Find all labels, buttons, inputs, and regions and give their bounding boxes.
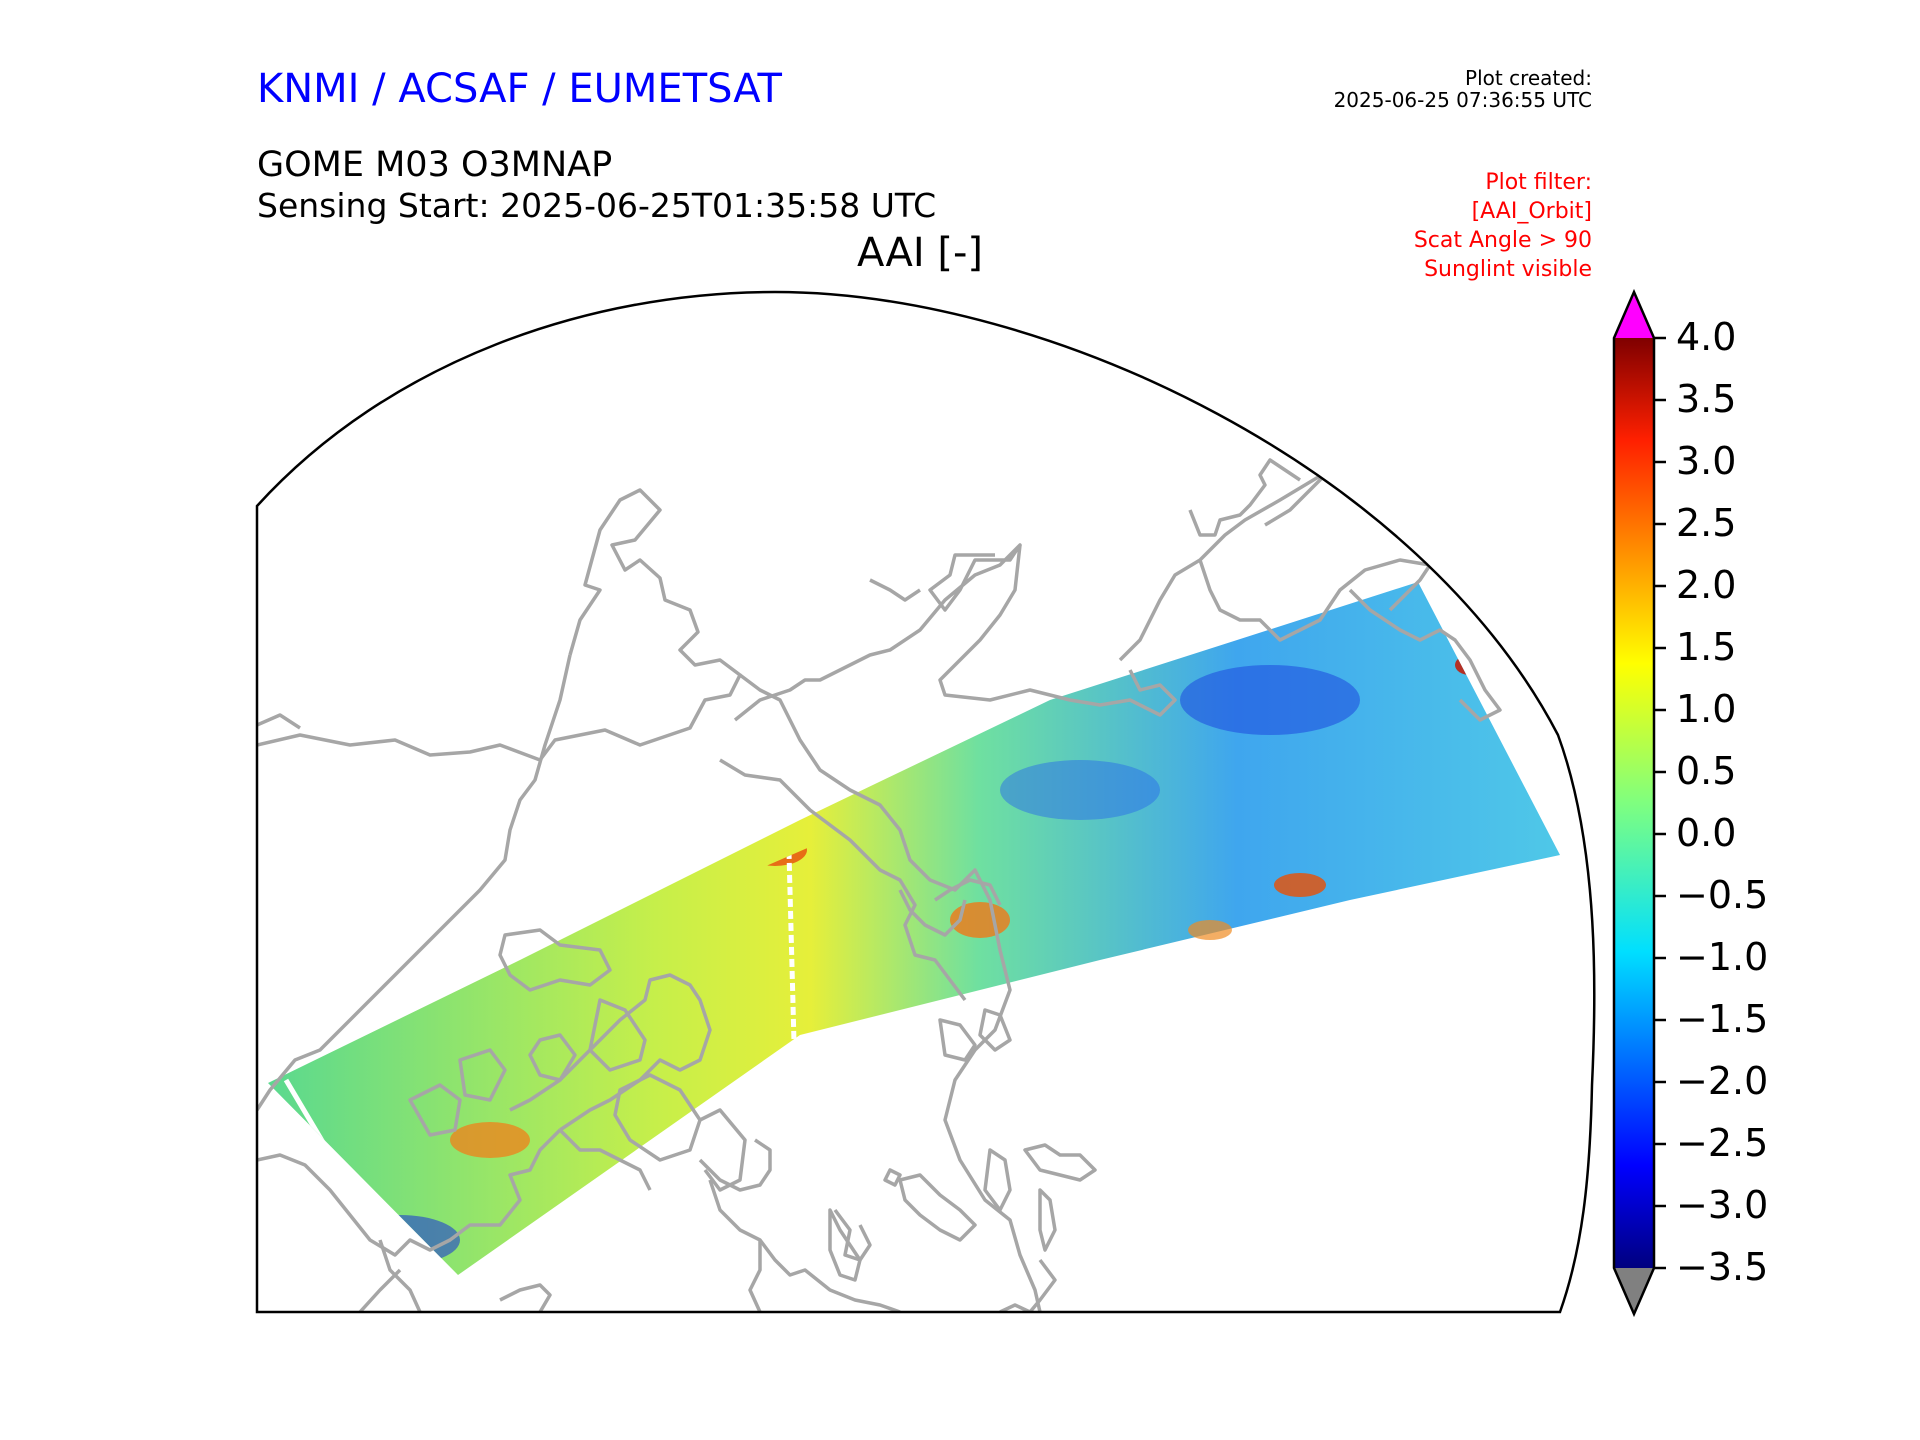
coastline xyxy=(698,1138,772,1192)
coastline xyxy=(498,928,612,992)
plot-filter: Plot filter: [AAI_Orbit] Scat Angle > 90… xyxy=(1290,168,1592,284)
aai-lowspot xyxy=(1180,665,1360,735)
colorbar-tick-label: 4.0 xyxy=(1676,315,1737,359)
filter-line: Plot filter: xyxy=(1485,170,1592,195)
coastline xyxy=(257,1128,562,1257)
aai-swath xyxy=(268,582,1560,1275)
aai-hotspot xyxy=(1274,873,1326,897)
colorbar-tick-label: 0.0 xyxy=(1676,811,1737,855)
coastline xyxy=(999,1303,1031,1312)
coastline xyxy=(828,1208,862,1282)
coastline xyxy=(1038,1188,1057,1252)
coastline xyxy=(978,1008,1012,1052)
colorbar-over-extension xyxy=(1614,292,1654,338)
filter-line: Sunglint visible xyxy=(1424,257,1592,282)
coastline xyxy=(257,488,742,762)
colorbar-tick-label: −2.0 xyxy=(1676,1059,1769,1103)
coastline xyxy=(898,889,967,937)
colorbar-under-extension xyxy=(1614,1268,1654,1314)
colorbar-tick-label: 3.5 xyxy=(1676,377,1737,421)
coastline xyxy=(358,1268,402,1312)
coastline xyxy=(833,1208,872,1262)
colorbar-tick-label: −1.0 xyxy=(1676,935,1769,979)
colorbar xyxy=(1612,288,1666,1318)
coastline xyxy=(719,758,967,1002)
coastline xyxy=(934,878,1002,906)
sensing-start: Sensing Start: 2025-06-25T01:35:58 UTC xyxy=(257,186,937,225)
coastline xyxy=(1023,1143,1097,1182)
colorbar-tick-label: 1.5 xyxy=(1676,625,1737,669)
colorbar-tick-label: 0.5 xyxy=(1676,749,1737,793)
coastline xyxy=(257,713,301,730)
coastline xyxy=(1348,588,1502,722)
coastline xyxy=(898,1173,977,1242)
variable-title: AAI [-] xyxy=(857,230,983,276)
coastlines xyxy=(257,458,1502,1312)
coastline xyxy=(458,1048,507,1102)
colorbar-tick-label: −1.5 xyxy=(1676,997,1769,1041)
coastline xyxy=(1198,558,1432,642)
coastline xyxy=(738,673,1042,1312)
coastline xyxy=(408,1083,462,1137)
filter-line: [AAI_Orbit] xyxy=(1471,199,1592,224)
coastline xyxy=(733,543,1022,722)
coastline xyxy=(883,1168,902,1187)
coastline xyxy=(708,1179,762,1312)
plot-created-value: 2025-06-25 07:36:55 UTC xyxy=(1333,88,1592,112)
agency-credit: KNMI / ACSAF / EUMETSAT xyxy=(257,66,782,112)
aai-lowspot xyxy=(1000,760,1160,820)
coastline xyxy=(613,1073,702,1162)
colorbar-tick-marks xyxy=(1654,336,1666,1270)
coastline xyxy=(1028,1258,1057,1312)
colorbar-tick-label: 1.0 xyxy=(1676,687,1737,731)
colorbar-tick-label: −3.5 xyxy=(1676,1245,1769,1289)
coastline xyxy=(257,654,572,1111)
swath-gap xyxy=(785,814,798,1081)
filter-line: Scat Angle > 90 xyxy=(1413,228,1592,253)
coastline xyxy=(869,578,921,602)
coastline xyxy=(938,544,1177,717)
aai-hotspot xyxy=(1188,920,1232,940)
colorbar-gradient xyxy=(1614,338,1654,1268)
coastline xyxy=(699,1108,747,1192)
coastline xyxy=(558,1128,652,1191)
coastline xyxy=(1188,458,1301,537)
colorbar-tick-label: −2.5 xyxy=(1676,1121,1769,1165)
colorbar-tick-label: 2.0 xyxy=(1676,563,1737,607)
map-frame xyxy=(255,290,1596,1314)
colorbar-tick-label: 3.0 xyxy=(1676,439,1737,483)
map-content xyxy=(257,458,1560,1312)
colorbar-tick-label: −0.5 xyxy=(1676,873,1769,917)
aai-hotspot xyxy=(450,1122,530,1158)
coastline xyxy=(378,1239,422,1312)
product-title: GOME M03 O3MNAP xyxy=(257,145,613,185)
coastline xyxy=(938,1018,977,1062)
coastline xyxy=(758,1238,901,1312)
coastline xyxy=(528,1033,577,1082)
coastline xyxy=(983,1148,1012,1212)
coastline xyxy=(1118,468,1332,662)
coastline xyxy=(588,998,647,1072)
colorbar-tick-label: −3.0 xyxy=(1676,1183,1769,1227)
plot-created-label: Plot created: xyxy=(1465,66,1592,90)
coastline xyxy=(499,1283,552,1312)
colorbar-tick-label: 2.5 xyxy=(1676,501,1737,545)
